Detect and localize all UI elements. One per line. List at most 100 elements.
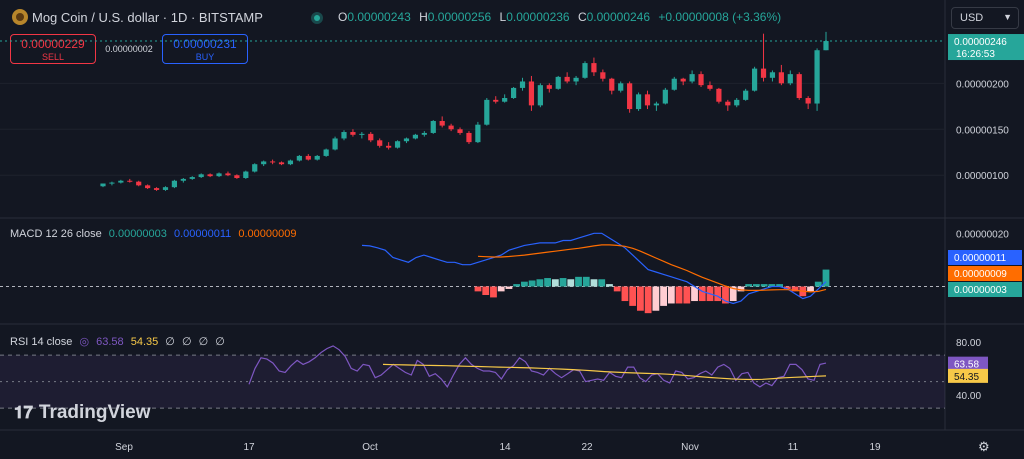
axes: 0.00000200 0.00000150 0.00000100 0.00000246… bbox=[115, 34, 1024, 453]
rsi-badge-label: 54.35 bbox=[954, 372, 979, 383]
macd-histogram-bar bbox=[652, 286, 660, 311]
candle-up bbox=[743, 90, 749, 100]
candle-up bbox=[502, 98, 508, 102]
candle-down bbox=[448, 125, 454, 130]
candle-up bbox=[261, 161, 267, 165]
macd-histogram-bar bbox=[637, 286, 644, 311]
x-tick-label: 11 bbox=[788, 442, 799, 453]
rsi-legend[interactable]: RSI 14 close ◎ 63.58 54.35 ∅ ∅ ∅ ∅ bbox=[10, 335, 229, 348]
macd-legend[interactable]: MACD 12 26 close 0.00000003 0.00000011 0… bbox=[10, 228, 300, 240]
candle-down bbox=[760, 68, 767, 78]
rsi-value-badge bbox=[948, 368, 988, 383]
high-key: H bbox=[419, 10, 428, 24]
candle-up bbox=[332, 138, 338, 150]
macd-histogram-bar bbox=[497, 286, 505, 292]
rsi-empty-4: ∅ bbox=[215, 336, 225, 348]
macd-histogram-bar bbox=[745, 284, 753, 287]
tradingview-logo[interactable]: 𝟏𝟕 TradingView bbox=[14, 402, 151, 423]
candle-down bbox=[609, 78, 615, 91]
candle-down bbox=[207, 174, 213, 177]
macd-histogram-bar bbox=[482, 286, 490, 295]
macd-histogram-bar bbox=[590, 279, 598, 287]
rsi-empty-3: ∅ bbox=[198, 336, 209, 348]
rsi-value: 63.58 bbox=[96, 336, 124, 348]
macd-histogram-bar bbox=[528, 280, 536, 287]
candle-up bbox=[537, 85, 543, 106]
macd-histogram-bar bbox=[544, 278, 551, 287]
macd-histogram-bar bbox=[559, 278, 567, 287]
symbol-title[interactable]: Mog Coin / U.S. dollar · 1D · BITSTAMP bbox=[32, 10, 263, 25]
candle-up bbox=[243, 171, 249, 178]
candle-up bbox=[769, 72, 776, 78]
candle-up bbox=[519, 81, 526, 88]
macd-histogram-bar bbox=[714, 286, 722, 302]
macd-histogram-bar bbox=[753, 284, 760, 287]
macd-badge-label: 0.00000011 bbox=[954, 253, 1007, 264]
macd-histogram-bar bbox=[644, 286, 652, 314]
candle-down bbox=[680, 78, 686, 82]
candle-down bbox=[127, 180, 133, 182]
rsi-ma-value: 54.35 bbox=[130, 336, 159, 348]
candle-down bbox=[725, 101, 731, 106]
low-value: 0.00000236 bbox=[506, 10, 570, 24]
x-tick-label: 22 bbox=[581, 442, 593, 453]
candle-down bbox=[466, 132, 472, 143]
macd-histogram-bar bbox=[807, 286, 814, 292]
candle-up bbox=[403, 138, 410, 142]
macd-histogram-bar bbox=[776, 284, 783, 287]
candle-up bbox=[475, 124, 481, 143]
x-tick-label: Oct bbox=[362, 442, 378, 453]
macd-histogram-bar bbox=[613, 286, 621, 292]
candle-up bbox=[109, 182, 115, 184]
candle-down bbox=[269, 161, 276, 163]
price-tick-label: 0.00000200 bbox=[956, 79, 1009, 90]
candle-up bbox=[189, 177, 195, 179]
price-tick-label: 0.00000100 bbox=[956, 171, 1009, 182]
candle-up bbox=[296, 155, 302, 161]
macd-histogram-bar bbox=[691, 286, 698, 302]
macd-histogram-bar bbox=[783, 286, 791, 289]
settings-gear-icon[interactable]: ⚙ bbox=[978, 439, 990, 454]
macd-value-badge bbox=[948, 266, 1022, 281]
currency-select[interactable]: USD ▼ bbox=[951, 7, 1019, 29]
macd-histogram-bar bbox=[760, 284, 768, 287]
macd-histogram-bar bbox=[667, 286, 675, 304]
x-tick-label: Sep bbox=[115, 442, 133, 453]
candle-down bbox=[234, 175, 240, 178]
candle-down bbox=[805, 98, 811, 104]
candle-up bbox=[359, 133, 365, 135]
candle-down bbox=[493, 99, 499, 102]
macd-histogram-bar bbox=[551, 279, 559, 287]
rsi-empty-1: ∅ bbox=[165, 336, 175, 348]
macd-histogram-bar bbox=[822, 269, 830, 287]
open-value: 0.00000243 bbox=[347, 10, 411, 24]
candle-down bbox=[627, 83, 633, 110]
candle-up bbox=[118, 180, 124, 183]
candle-down bbox=[707, 85, 713, 89]
high-value: 0.00000256 bbox=[427, 10, 492, 24]
macd-line-value: 0.00000011 bbox=[173, 228, 232, 240]
mog-coin-icon bbox=[12, 9, 28, 25]
rsi-band-fill bbox=[0, 355, 945, 409]
chart-header: Mog Coin / U.S. dollar · 1D · BITSTAMP O… bbox=[0, 0, 945, 34]
candle-down bbox=[546, 85, 552, 89]
market-open-icon bbox=[311, 12, 323, 24]
candle-up bbox=[787, 74, 793, 84]
candle-up bbox=[555, 76, 561, 89]
candle-down bbox=[591, 63, 597, 73]
macd-histogram-bar bbox=[606, 284, 613, 287]
sell-button[interactable]: 0.00000229 SELL bbox=[10, 34, 96, 64]
candle-up bbox=[216, 173, 222, 177]
currency-label: USD bbox=[960, 12, 984, 24]
macd-histogram-bar bbox=[660, 286, 667, 306]
buy-button[interactable]: 0.00000231 BUY bbox=[162, 34, 248, 64]
rsi-line bbox=[248, 345, 827, 389]
macd-histogram-bar bbox=[698, 286, 706, 302]
rsi-tick-label: 40.00 bbox=[956, 391, 981, 402]
low-key: L bbox=[499, 10, 507, 24]
macd-histogram-bar bbox=[683, 286, 691, 304]
macd-histogram-bar bbox=[567, 279, 575, 287]
x-tick-label: 17 bbox=[243, 442, 255, 453]
spread-value: 0.00000002 bbox=[105, 44, 153, 54]
